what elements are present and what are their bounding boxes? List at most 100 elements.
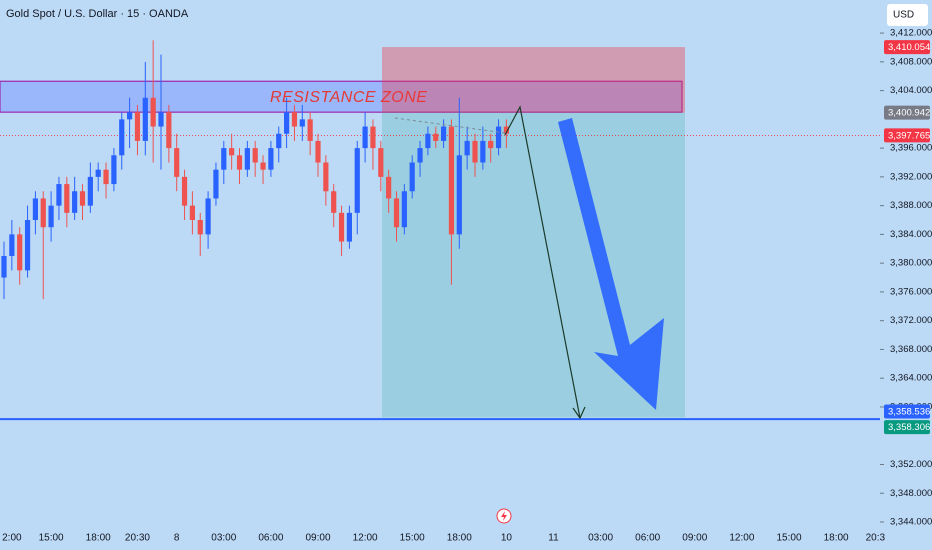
candle-body xyxy=(378,148,384,177)
x-tick-label: 20:3 xyxy=(866,533,886,544)
y-tick-label: 3,368.000 xyxy=(890,344,932,355)
x-tick-label: 10 xyxy=(501,533,513,544)
price-badge-label: 3,397.765 xyxy=(888,130,930,141)
candle-body xyxy=(495,126,502,149)
candle-body xyxy=(127,112,133,120)
candles xyxy=(1,40,509,300)
axes: 3,412.000 3,408.000 3,404.000 3,396.000 3,39… xyxy=(2,28,932,544)
candle-body xyxy=(48,205,54,228)
candle-body xyxy=(64,184,70,213)
y-tick-label: 3,364.000 xyxy=(890,373,932,384)
zones: RESISTANCE ZONE xyxy=(0,47,880,421)
candle-body xyxy=(119,119,125,156)
x-tick-label: 12:00 xyxy=(353,533,378,544)
candle-body xyxy=(370,126,376,149)
y-tick-label: 3,348.000 xyxy=(890,488,932,499)
candle-body xyxy=(441,126,447,141)
candle-body xyxy=(95,169,101,177)
x-tick-label: 11 xyxy=(548,533,559,544)
candle-body xyxy=(480,140,486,163)
price-badge xyxy=(884,404,930,419)
time-axis xyxy=(0,522,932,550)
candle-body xyxy=(346,212,352,242)
candle-body xyxy=(284,112,290,134)
candle-body xyxy=(197,220,203,235)
candle-body xyxy=(244,148,250,170)
y-tick-label: 3,388.000 xyxy=(890,200,932,211)
candle-body xyxy=(56,184,62,206)
x-tick-label: 09:00 xyxy=(305,533,330,544)
y-tick-label: 3,376.000 xyxy=(890,286,932,297)
candle-body xyxy=(448,126,455,235)
price-badge-label: 3,410.054 xyxy=(888,42,930,53)
resistance-zone xyxy=(0,80,683,113)
candle-body xyxy=(174,148,180,177)
candle-body xyxy=(338,212,345,242)
candle-body xyxy=(472,140,478,163)
candle-body xyxy=(103,169,109,185)
candle-body xyxy=(72,191,78,213)
price-badge xyxy=(884,128,930,143)
x-tick-label: 06:00 xyxy=(635,533,660,544)
candle-body xyxy=(307,119,313,141)
big-down-arrow xyxy=(558,118,664,410)
candle-body xyxy=(425,133,431,149)
candle-body xyxy=(134,112,141,141)
candle-body xyxy=(189,205,195,221)
candle-body xyxy=(111,155,117,185)
candle-body xyxy=(503,126,509,134)
candle-body xyxy=(268,148,274,170)
candle-body xyxy=(236,155,243,170)
candle-body xyxy=(409,162,415,192)
stop-zone xyxy=(382,47,685,113)
trend-dash xyxy=(394,117,506,134)
candle-body xyxy=(291,112,298,127)
candle-body xyxy=(260,162,266,170)
y-tick-label: 3,404.000 xyxy=(890,85,932,96)
candle-body xyxy=(393,198,400,228)
candle-body xyxy=(40,198,46,228)
candle-body xyxy=(9,234,15,256)
y-tick-label: 3,380.000 xyxy=(890,258,932,269)
x-tick-label: 12:00 xyxy=(729,533,754,544)
x-tick-label: 03:00 xyxy=(211,533,236,544)
currency: USD xyxy=(893,10,914,21)
candle-body xyxy=(299,119,305,127)
candle-body xyxy=(87,176,93,206)
candle-body xyxy=(205,198,211,235)
candle-body xyxy=(1,255,7,278)
candle-body xyxy=(456,155,462,235)
candle-body xyxy=(142,97,148,141)
projection-path xyxy=(504,105,581,419)
y-tick-label: 3,412.000 xyxy=(890,28,932,39)
projection-arrowhead xyxy=(572,406,586,420)
candle-body xyxy=(213,169,219,199)
candle-body xyxy=(331,191,337,213)
x-tick-label: 15:00 xyxy=(39,533,64,544)
candle-body xyxy=(354,148,360,213)
chart-title: Gold Spot / U.S. Dollar · 15 · OANDA xyxy=(6,8,189,20)
candle-body xyxy=(362,126,368,149)
price-axis xyxy=(880,0,932,550)
overlay xyxy=(394,105,664,420)
y-tick-label: 3,396.000 xyxy=(890,143,932,154)
y-tick-label: 3,392.000 xyxy=(890,171,932,182)
candle-body xyxy=(417,148,423,163)
y-tick-label: 3,372.000 xyxy=(890,315,932,326)
candle-body xyxy=(181,176,188,206)
x-tick-label: 06:00 xyxy=(258,533,283,544)
candle-body xyxy=(252,148,258,163)
candle-body xyxy=(150,97,156,127)
candle-body xyxy=(32,198,38,221)
candle-body xyxy=(79,191,86,206)
x-tick-label: 18:00 xyxy=(86,533,111,544)
candle-body xyxy=(17,234,23,271)
resistance-label: RESISTANCE ZONE xyxy=(270,89,427,106)
price-badge-label: 3,400.942 xyxy=(888,108,930,119)
x-tick-label: 15:00 xyxy=(400,533,425,544)
x-tick-label: 18:00 xyxy=(824,533,849,544)
candle-body xyxy=(315,140,321,163)
